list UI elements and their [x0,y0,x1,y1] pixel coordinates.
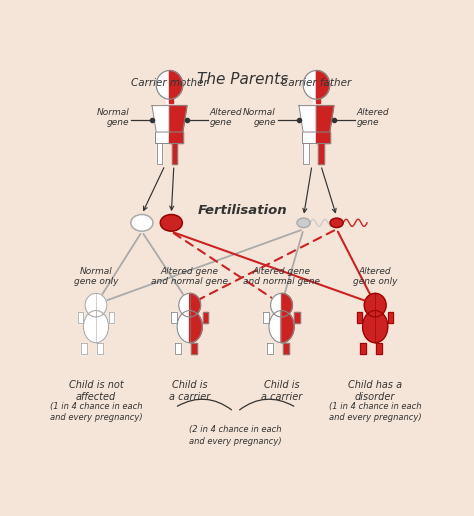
Polygon shape [191,343,197,354]
Polygon shape [78,312,83,323]
Text: Altered
gene only: Altered gene only [353,267,397,286]
Polygon shape [282,311,294,343]
Polygon shape [179,294,190,317]
Polygon shape [363,311,375,343]
Polygon shape [169,99,173,103]
Text: Child is
a carrier: Child is a carrier [169,380,210,402]
Polygon shape [155,132,169,143]
Polygon shape [175,343,181,354]
Polygon shape [294,312,300,323]
Polygon shape [364,294,375,317]
Text: Altered gene
and normal gene: Altered gene and normal gene [243,267,320,286]
Text: Altered
gene: Altered gene [210,108,243,127]
Text: (1 in 4 chance in each
and every pregnancy): (1 in 4 chance in each and every pregnan… [50,401,142,422]
Text: Child is not
affected: Child is not affected [69,380,123,402]
Polygon shape [388,312,393,323]
Text: (2 in 4 chance in each
and every pregnancy): (2 in 4 chance in each and every pregnan… [189,426,282,446]
Polygon shape [264,312,269,323]
Ellipse shape [297,218,310,228]
Polygon shape [303,71,316,99]
Polygon shape [156,143,162,164]
Polygon shape [282,294,292,317]
Text: Child is
a carrier: Child is a carrier [261,380,302,402]
Polygon shape [313,99,316,103]
Polygon shape [169,132,183,143]
Ellipse shape [330,218,343,228]
Polygon shape [166,99,169,103]
Polygon shape [172,143,177,164]
Polygon shape [85,294,96,317]
Ellipse shape [131,215,153,231]
Text: Altered
gene: Altered gene [357,108,390,127]
Text: (1 in 4 chance in each
and every pregnancy): (1 in 4 chance in each and every pregnan… [329,401,421,422]
Polygon shape [316,99,320,103]
Polygon shape [169,71,182,99]
Ellipse shape [160,215,182,231]
Polygon shape [299,106,316,132]
Polygon shape [190,311,202,343]
Polygon shape [169,106,187,132]
Polygon shape [96,294,107,317]
Polygon shape [156,71,169,99]
Polygon shape [319,143,324,164]
Polygon shape [316,71,329,99]
Polygon shape [190,294,201,317]
Polygon shape [96,311,109,343]
Polygon shape [202,312,208,323]
Text: Carrier mother: Carrier mother [131,78,208,88]
Polygon shape [267,343,273,354]
Polygon shape [81,343,87,354]
Text: Fertilisation: Fertilisation [198,204,288,217]
Text: The Parents: The Parents [197,72,289,87]
Text: Child has a
disorder: Child has a disorder [348,380,402,402]
Polygon shape [316,106,334,132]
Polygon shape [316,132,330,143]
Text: Normal
gene: Normal gene [96,108,129,127]
Polygon shape [152,106,169,132]
Polygon shape [357,312,362,323]
Text: Normal
gene: Normal gene [243,108,276,127]
Polygon shape [376,343,383,354]
Polygon shape [172,312,177,323]
Polygon shape [302,132,316,143]
Polygon shape [269,311,282,343]
Text: Normal
gene only: Normal gene only [74,267,118,286]
Polygon shape [360,343,366,354]
Polygon shape [177,311,190,343]
Polygon shape [303,143,309,164]
Polygon shape [271,294,282,317]
Polygon shape [83,311,96,343]
Polygon shape [97,343,103,354]
Polygon shape [375,294,386,317]
Polygon shape [109,312,114,323]
Text: Carrier father: Carrier father [281,78,352,88]
Text: Altered gene
and normal gene: Altered gene and normal gene [151,267,228,286]
Polygon shape [283,343,289,354]
Polygon shape [375,311,388,343]
